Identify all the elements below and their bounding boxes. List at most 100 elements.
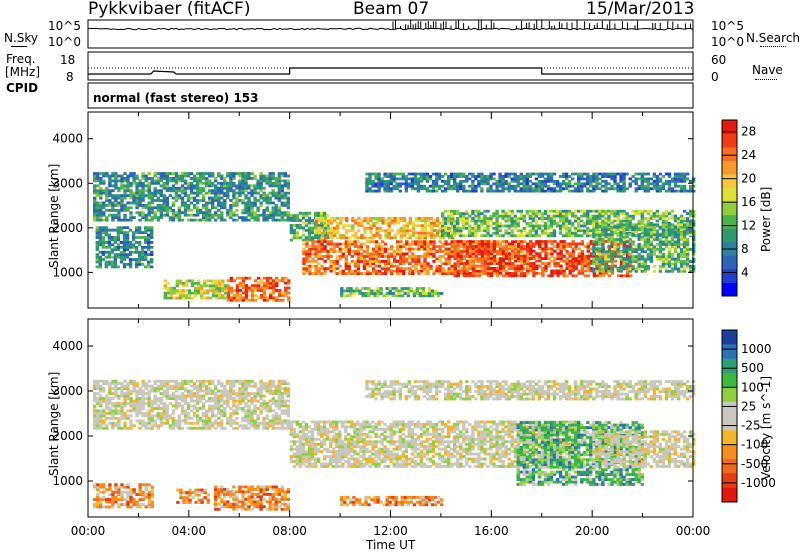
echo-cell xyxy=(498,229,502,233)
echo-cell xyxy=(368,177,372,181)
echo-cell xyxy=(229,289,234,292)
echo-cell xyxy=(362,264,367,268)
echo-cell xyxy=(172,286,177,290)
echo-cell xyxy=(375,231,379,235)
echo-cell xyxy=(393,264,397,268)
echo-cell xyxy=(408,255,412,258)
echo-cell xyxy=(413,172,418,176)
echo-cell xyxy=(658,243,663,246)
echo-cell xyxy=(329,247,333,251)
echo-cell xyxy=(218,284,222,288)
echo-cell xyxy=(332,245,336,248)
echo-cell xyxy=(342,226,346,230)
echo-cell xyxy=(480,262,485,266)
echo-cell xyxy=(269,281,273,285)
echo-cell xyxy=(571,267,575,270)
echo-cell xyxy=(411,231,416,235)
echo-cell xyxy=(153,189,157,193)
echo-cell xyxy=(396,216,400,220)
echo-cell xyxy=(555,189,560,193)
echo-cell xyxy=(344,240,348,244)
echo-cell xyxy=(129,189,133,193)
echo-cell xyxy=(667,260,672,263)
echo-cell xyxy=(568,212,572,216)
echo-cell xyxy=(658,233,663,237)
echo-cell xyxy=(504,224,508,228)
echo-cell xyxy=(259,281,264,285)
echo-cell xyxy=(314,240,318,244)
echo-cell xyxy=(459,229,463,233)
echo-cell xyxy=(664,262,669,266)
echo-cell xyxy=(670,209,675,213)
echo-cell xyxy=(513,189,517,193)
echo-cell xyxy=(387,231,391,235)
echo-cell xyxy=(450,214,454,218)
echo-cell xyxy=(411,226,416,230)
echo-cell xyxy=(314,264,318,268)
echo-cell xyxy=(468,242,472,246)
echo-cell xyxy=(232,184,236,188)
echo-cell xyxy=(224,289,228,293)
echo-cell xyxy=(531,214,536,218)
echo-cell xyxy=(317,257,321,261)
echo-cell xyxy=(96,426,100,430)
echo-cell xyxy=(444,242,448,246)
echo-cell xyxy=(307,226,312,230)
echo-cell xyxy=(474,267,479,270)
echo-cell xyxy=(556,264,560,268)
echo-cell xyxy=(670,189,675,193)
echo-cell xyxy=(229,208,233,212)
echo-cell xyxy=(277,174,281,178)
echo-cell xyxy=(150,241,154,244)
echo-cell xyxy=(531,187,536,191)
echo-cell xyxy=(174,189,179,193)
echo-cell xyxy=(685,247,690,251)
echo-cell xyxy=(404,189,408,193)
echo-cell xyxy=(427,292,432,295)
echo-cell xyxy=(93,387,97,391)
echo-cell xyxy=(613,214,617,218)
echo-cell xyxy=(368,179,372,183)
echo-cell xyxy=(96,399,100,403)
echo-cell xyxy=(634,250,638,254)
echo-cell xyxy=(474,240,479,243)
echo-cell xyxy=(580,240,584,243)
echo-cell xyxy=(326,224,330,227)
echo-cell xyxy=(456,226,460,230)
echo-cell xyxy=(495,259,500,263)
echo-cell xyxy=(244,211,248,215)
echo-cell xyxy=(616,255,620,258)
echo-cell xyxy=(401,177,405,181)
echo-cell xyxy=(125,253,130,256)
echo-cell xyxy=(616,219,620,223)
echo-cell xyxy=(489,249,494,253)
echo-cell xyxy=(365,187,369,191)
echo-cell xyxy=(235,199,239,202)
echo-cell xyxy=(402,224,406,228)
echo-cell xyxy=(93,411,97,415)
echo-cell xyxy=(426,242,430,246)
echo-cell xyxy=(250,296,255,300)
echo-cell xyxy=(114,179,118,183)
echo-cell xyxy=(586,175,590,178)
echo-cell xyxy=(123,216,127,219)
echo-cell xyxy=(471,264,476,268)
echo-cell xyxy=(244,291,249,295)
echo-cell xyxy=(559,269,563,273)
echo-cell xyxy=(480,254,485,258)
echo-cell xyxy=(682,260,687,263)
echo-cell xyxy=(531,182,536,186)
echo-cell xyxy=(619,255,623,258)
echo-cell xyxy=(643,243,647,246)
echo-cell xyxy=(552,222,557,225)
echo-cell xyxy=(433,292,438,295)
echo-cell xyxy=(96,184,100,188)
echo-cell xyxy=(474,247,479,251)
echo-cell xyxy=(607,223,611,227)
echo-cell xyxy=(661,235,666,239)
echo-cell xyxy=(670,262,675,266)
echo-cell xyxy=(604,187,608,191)
echo-cell xyxy=(390,262,394,266)
echo-cell xyxy=(244,189,248,193)
